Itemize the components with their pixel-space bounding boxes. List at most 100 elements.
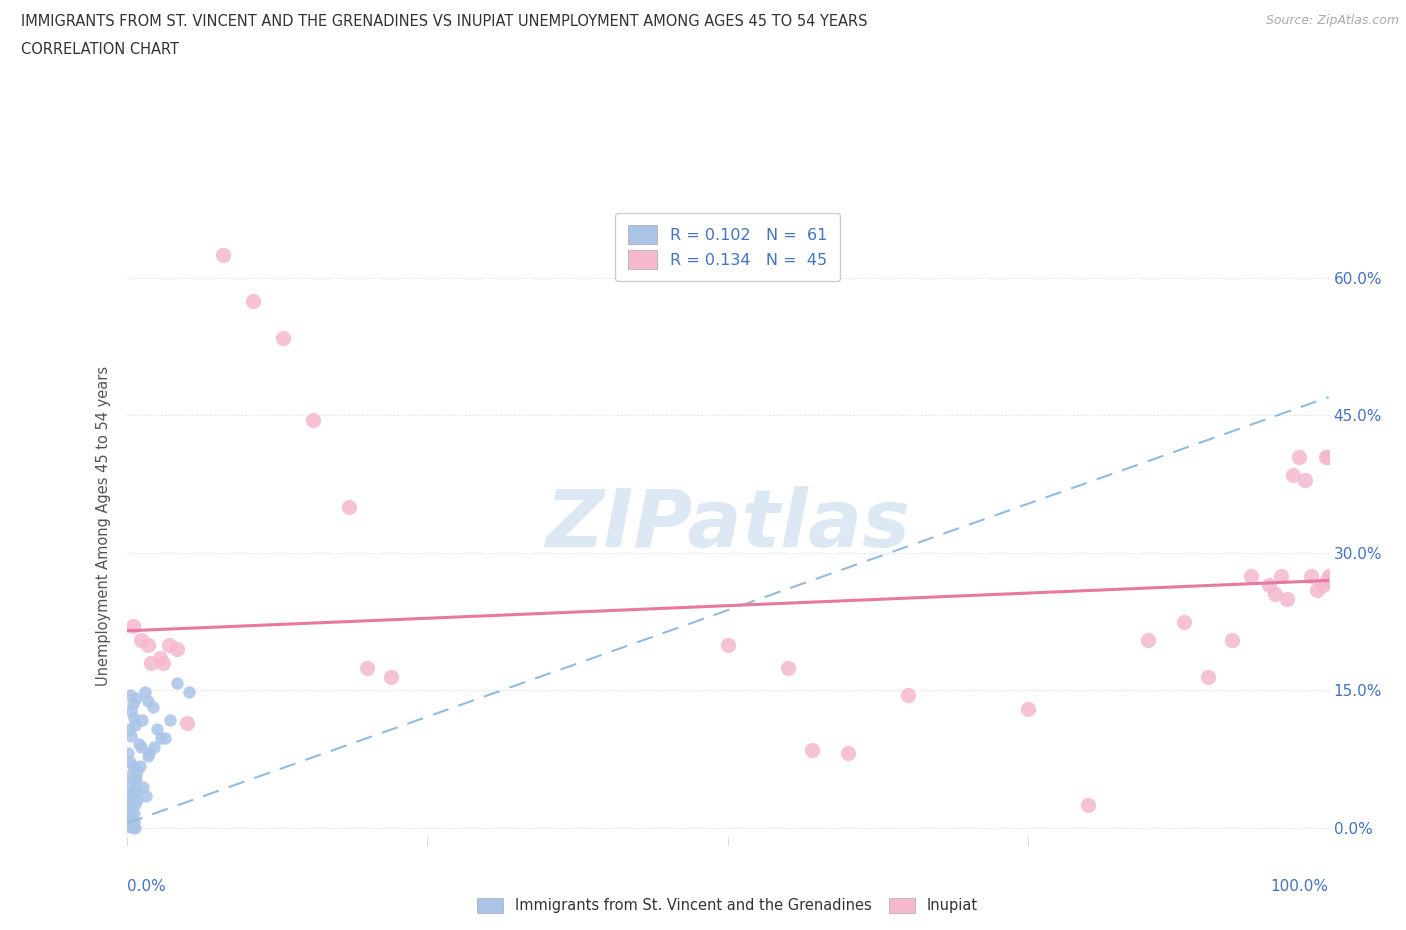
Point	[177, 684, 200, 699]
Point	[1257, 578, 1279, 592]
Point	[118, 722, 141, 737]
Point	[120, 812, 142, 827]
Point	[1270, 568, 1292, 583]
Point	[120, 767, 142, 782]
Point	[1077, 798, 1099, 813]
Point	[122, 806, 145, 821]
Point	[122, 773, 145, 788]
Point	[117, 817, 139, 831]
Point	[1173, 615, 1195, 630]
Point	[166, 676, 188, 691]
Text: ZIPatlas: ZIPatlas	[546, 486, 910, 565]
Point	[120, 810, 142, 825]
Point	[120, 687, 142, 702]
Point	[121, 819, 143, 834]
Point	[117, 745, 139, 760]
Point	[120, 819, 142, 834]
Point	[121, 697, 143, 711]
Point	[159, 712, 181, 727]
Point	[122, 711, 145, 725]
Point	[1281, 468, 1303, 483]
Point	[120, 786, 142, 801]
Point	[138, 745, 160, 760]
Point	[120, 803, 142, 817]
Point	[120, 754, 142, 769]
Text: CORRELATION CHART: CORRELATION CHART	[21, 42, 179, 57]
Point	[121, 795, 143, 810]
Point	[1264, 587, 1286, 602]
Point	[136, 694, 159, 709]
Point	[121, 758, 143, 773]
Point	[302, 413, 325, 428]
Point	[121, 818, 143, 833]
Point	[124, 797, 146, 812]
Point	[150, 731, 173, 746]
Point	[1197, 670, 1219, 684]
Point	[1317, 568, 1340, 583]
Point	[118, 818, 141, 833]
Point	[776, 660, 799, 675]
Point	[128, 758, 150, 773]
Point	[117, 813, 139, 828]
Text: Source: ZipAtlas.com: Source: ZipAtlas.com	[1265, 14, 1399, 27]
Point	[1317, 573, 1340, 588]
Point	[242, 294, 264, 309]
Point	[1317, 449, 1340, 464]
Point	[1316, 573, 1339, 588]
Point	[118, 799, 141, 814]
Point	[122, 786, 145, 801]
Point	[1305, 582, 1327, 597]
Point	[136, 637, 159, 652]
Point	[176, 715, 198, 730]
Point	[1317, 573, 1340, 588]
Point	[271, 330, 294, 345]
Point	[149, 651, 172, 666]
Point	[118, 814, 141, 829]
Point	[139, 656, 162, 671]
Point	[1222, 632, 1244, 647]
Point	[121, 618, 143, 633]
Point	[117, 817, 139, 832]
Point	[211, 247, 233, 262]
Point	[118, 816, 141, 830]
Point	[1275, 591, 1298, 606]
Legend: Immigrants from St. Vincent and the Grenadines, Inupiat: Immigrants from St. Vincent and the Gren…	[471, 892, 984, 919]
Point	[120, 805, 142, 820]
Point	[128, 737, 150, 751]
Point	[356, 660, 378, 675]
Point	[157, 637, 180, 652]
Point	[117, 807, 139, 822]
Point	[122, 815, 145, 830]
Point	[120, 703, 142, 718]
Point	[1299, 568, 1322, 583]
Point	[716, 637, 740, 652]
Point	[153, 731, 176, 746]
Point	[125, 782, 148, 797]
Point	[136, 749, 159, 764]
Point	[1137, 632, 1160, 647]
Point	[124, 820, 146, 835]
Point	[145, 722, 167, 737]
Point	[124, 718, 146, 733]
Point	[1294, 472, 1316, 487]
Point	[127, 793, 149, 808]
Point	[127, 764, 149, 778]
Point	[1312, 578, 1334, 592]
Point	[115, 819, 138, 834]
Point	[337, 499, 360, 514]
Point	[142, 699, 165, 714]
Point	[135, 789, 157, 804]
Text: 0.0%: 0.0%	[127, 879, 166, 894]
Text: IMMIGRANTS FROM ST. VINCENT AND THE GRENADINES VS INUPIAT UNEMPLOYMENT AMONG AGE: IMMIGRANTS FROM ST. VINCENT AND THE GREN…	[21, 14, 868, 29]
Text: 100.0%: 100.0%	[1271, 879, 1329, 894]
Point	[143, 740, 166, 755]
Point	[897, 687, 920, 702]
Point	[1017, 701, 1039, 716]
Point	[1239, 568, 1261, 583]
Point	[125, 690, 148, 705]
Point	[118, 777, 141, 791]
Point	[120, 804, 142, 818]
Point	[166, 642, 188, 657]
Point	[117, 791, 139, 806]
Point	[800, 742, 823, 757]
